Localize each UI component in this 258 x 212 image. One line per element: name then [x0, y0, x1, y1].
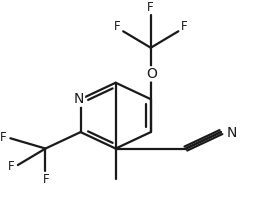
Text: N: N: [74, 92, 85, 106]
Text: F: F: [7, 160, 14, 173]
Text: F: F: [0, 131, 7, 144]
Text: F: F: [147, 1, 154, 14]
Text: F: F: [181, 20, 188, 33]
Text: F: F: [114, 20, 120, 33]
Text: F: F: [43, 173, 49, 186]
Text: O: O: [146, 67, 157, 81]
Text: N: N: [227, 126, 237, 140]
